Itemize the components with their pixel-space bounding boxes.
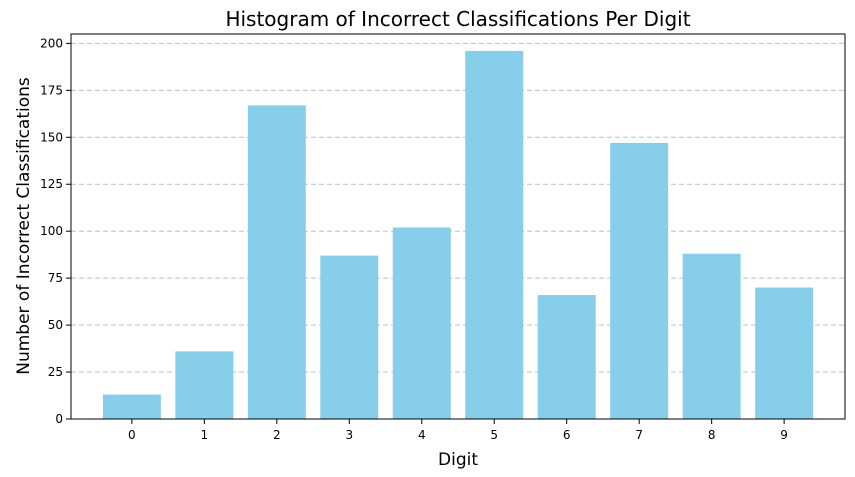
y-tick-label: 175 — [40, 83, 63, 97]
x-tick-label: 4 — [418, 428, 426, 442]
y-axis-label: Number of Incorrect Classifications — [14, 77, 34, 375]
y-tick-label: 0 — [55, 412, 63, 426]
bars — [102, 50, 814, 420]
bar-digit-0 — [102, 394, 161, 419]
x-tick-label: 5 — [490, 428, 498, 442]
bar-digit-6 — [537, 295, 596, 419]
x-tick-label: 0 — [128, 428, 136, 442]
bar-digit-4 — [392, 227, 451, 419]
bar-digit-1 — [175, 351, 234, 419]
chart-title: Histogram of Incorrect Classifications P… — [225, 7, 690, 31]
x-tick-label: 9 — [780, 428, 788, 442]
bar-digit-9 — [755, 287, 814, 419]
y-axis-ticks: 0 25 50 75 100 125 150 175 200 — [40, 36, 71, 426]
grid-lines — [71, 42, 845, 373]
y-tick-label: 50 — [48, 318, 63, 332]
bar-digit-2 — [247, 105, 306, 420]
y-tick-label: 150 — [40, 130, 63, 144]
y-tick-label: 200 — [40, 36, 63, 50]
x-tick-label: 2 — [273, 428, 281, 442]
x-tick-label: 3 — [345, 428, 353, 442]
bar-digit-3 — [320, 255, 379, 419]
bar-digit-7 — [610, 142, 669, 420]
x-tick-label: 6 — [563, 428, 571, 442]
x-tick-label: 7 — [635, 428, 643, 442]
plot-frame — [70, 33, 846, 420]
x-tick-label: 8 — [708, 428, 716, 442]
y-tick-label: 100 — [40, 224, 63, 238]
x-tick-label: 1 — [201, 428, 209, 442]
bar-digit-8 — [682, 253, 741, 419]
x-axis-label: Digit — [438, 450, 478, 470]
bar-digit-5 — [465, 50, 524, 420]
y-tick-label: 25 — [48, 365, 63, 379]
y-tick-label: 75 — [48, 271, 63, 285]
y-tick-label: 125 — [40, 177, 63, 191]
x-axis-ticks: 0 1 2 3 4 5 6 7 8 9 — [128, 419, 788, 442]
